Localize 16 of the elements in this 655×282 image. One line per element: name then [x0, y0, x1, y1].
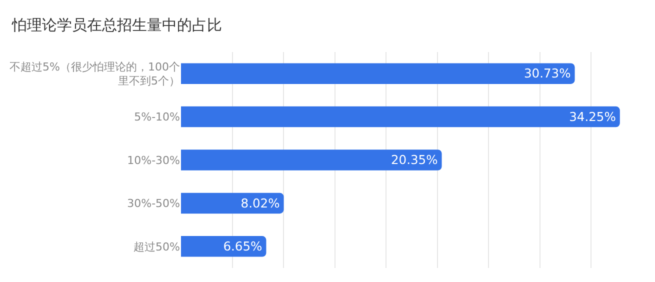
data-label: 34.25%: [569, 110, 616, 124]
y-tick-label: 5%-10%: [134, 110, 180, 124]
y-tick-label: 10%-30%: [127, 154, 180, 167]
bar: [181, 236, 266, 257]
y-tick-label: 30%-50%: [127, 197, 180, 210]
data-label: 6.65%: [223, 239, 262, 254]
bar: [181, 63, 575, 84]
bar: [181, 106, 620, 128]
y-tick-label: 不超过5%（很少怕理论的，100个里不到5个）: [10, 60, 180, 88]
data-label: 30.73%: [524, 66, 571, 81]
y-tick-label: 超过50%: [134, 240, 180, 254]
bar: [181, 150, 442, 170]
data-label: 8.02%: [240, 196, 280, 210]
data-label: 20.35%: [390, 153, 438, 168]
chart-title: 怕理论学员在总招生量中的占比: [10, 16, 222, 34]
bar: [181, 192, 284, 214]
